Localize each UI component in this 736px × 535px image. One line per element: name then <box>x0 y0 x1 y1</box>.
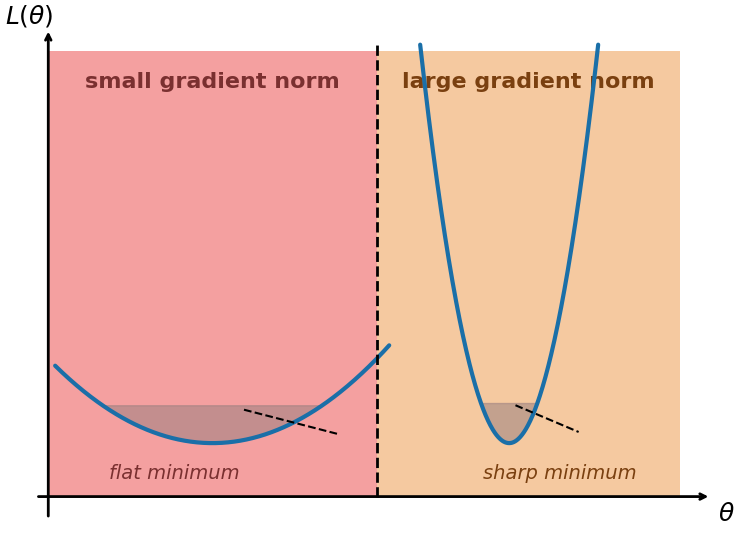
Text: large gradient norm: large gradient norm <box>402 72 654 92</box>
Text: flat minimum: flat minimum <box>109 464 240 483</box>
Text: sharp minimum: sharp minimum <box>483 464 637 483</box>
FancyBboxPatch shape <box>49 51 377 496</box>
Text: small gradient norm: small gradient norm <box>85 72 340 92</box>
FancyBboxPatch shape <box>377 51 679 496</box>
Text: $L(\theta)$: $L(\theta)$ <box>5 3 54 29</box>
Text: $\theta$: $\theta$ <box>718 502 735 526</box>
